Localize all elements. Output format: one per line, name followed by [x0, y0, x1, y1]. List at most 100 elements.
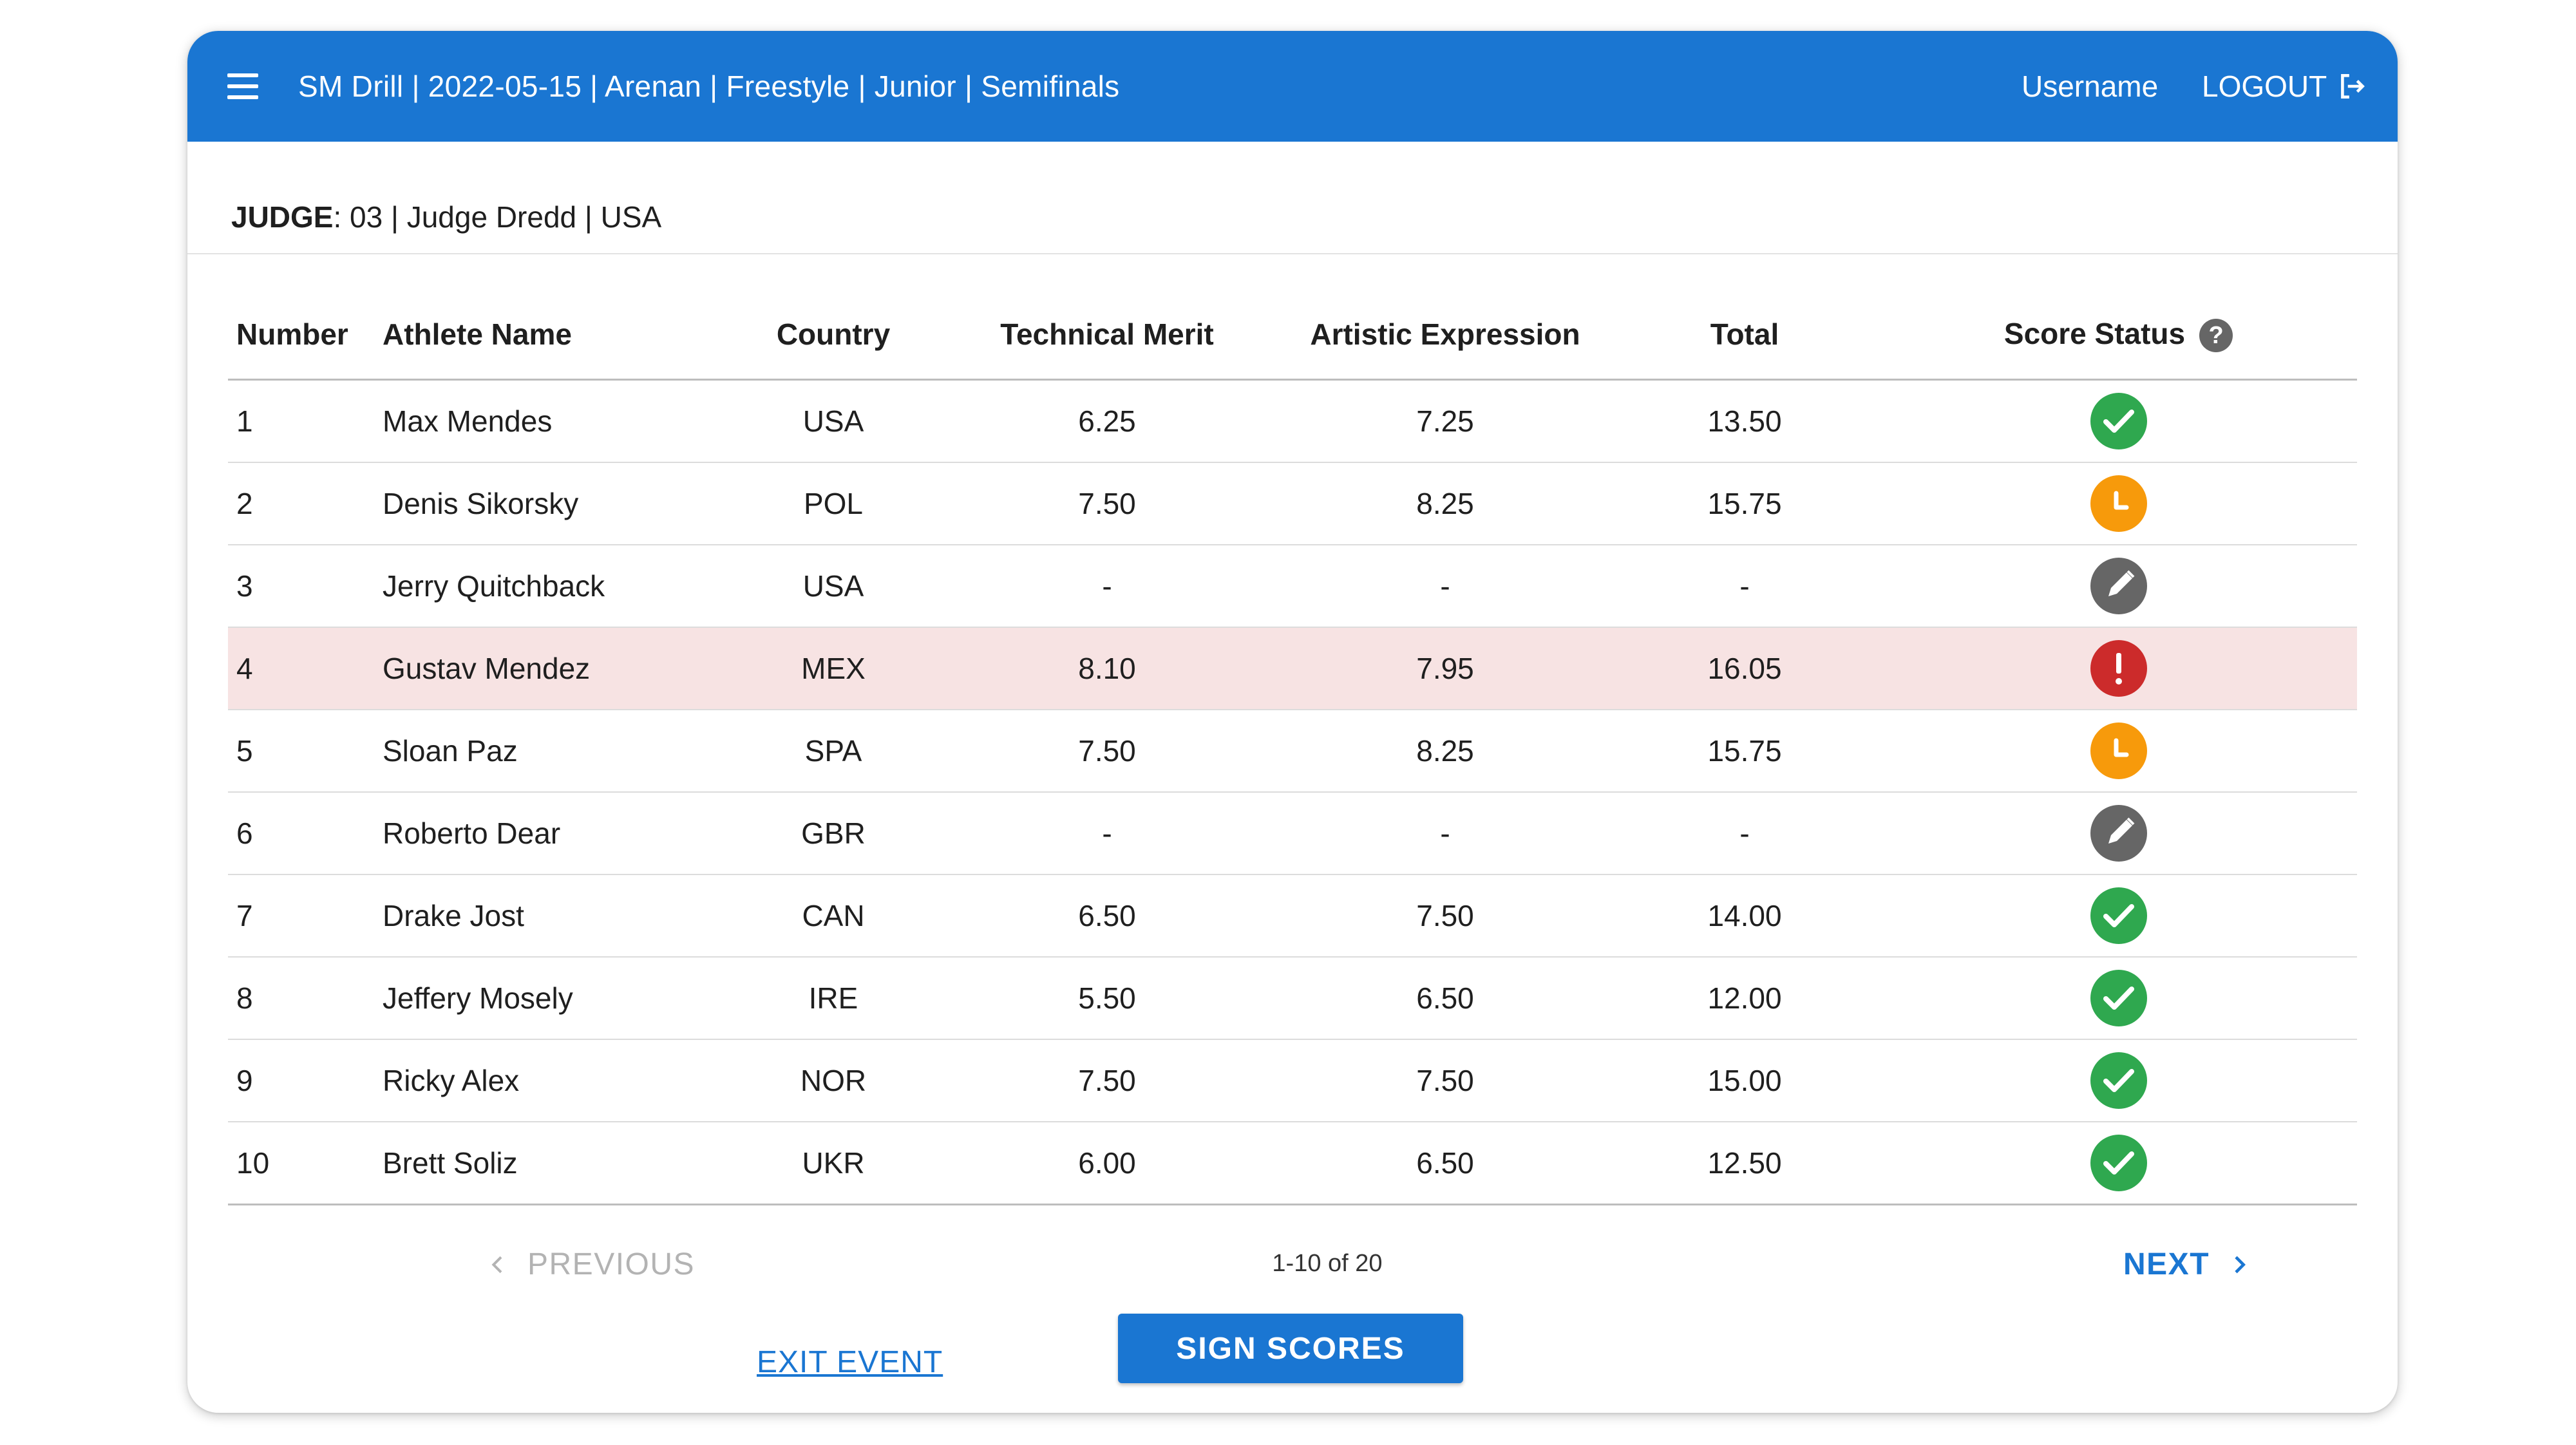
clock-icon[interactable] — [2090, 475, 2147, 532]
table-row[interactable]: 9 Ricky Alex NOR 7.50 7.50 15.00 — [228, 1039, 2357, 1122]
cell-number: 3 — [228, 545, 383, 628]
cell-country: GBR — [734, 792, 933, 875]
divider — [187, 253, 2398, 254]
table-row[interactable]: 2 Denis Sikorsky POL 7.50 8.25 15.75 — [228, 462, 2357, 545]
cell-artistic-expression: - — [1281, 545, 1609, 628]
header-artistic-expression: Artistic Expression — [1281, 290, 1609, 381]
pencil-icon[interactable] — [2090, 558, 2147, 614]
cell-technical-merit: 7.50 — [933, 1039, 1281, 1122]
help-icon[interactable]: ? — [2199, 319, 2233, 353]
logout-label: LOGOUT — [2202, 70, 2327, 103]
hamburger-menu-icon[interactable] — [225, 68, 261, 104]
cell-artistic-expression: - — [1281, 792, 1609, 875]
cell-total: 13.50 — [1609, 379, 1880, 463]
cell-athlete-name: Denis Sikorsky — [383, 462, 734, 545]
cell-country: USA — [734, 545, 933, 628]
cell-artistic-expression: 7.95 — [1281, 627, 1609, 710]
cell-score-status — [1880, 462, 2357, 545]
check-circle-icon[interactable] — [2090, 1135, 2147, 1191]
cell-score-status — [1880, 379, 2357, 463]
table-header-row: Number Athlete Name Country Technical Me… — [228, 290, 2357, 381]
clock-icon[interactable] — [2090, 722, 2147, 779]
table-row[interactable]: 8 Jeffery Mosely IRE 5.50 6.50 12.00 — [228, 957, 2357, 1040]
judge-label: JUDGE — [231, 200, 334, 234]
check-circle-icon[interactable] — [2090, 1052, 2147, 1109]
cell-score-status — [1880, 545, 2357, 628]
table-row[interactable]: 3 Jerry Quitchback USA - - - — [228, 545, 2357, 628]
cell-technical-merit: 6.50 — [933, 874, 1281, 958]
previous-page-button[interactable]: PREVIOUS — [485, 1247, 695, 1282]
cell-total: 15.75 — [1609, 710, 1880, 793]
cell-athlete-name: Roberto Dear — [383, 792, 734, 875]
cell-artistic-expression: 8.25 — [1281, 710, 1609, 793]
cell-country: UKR — [734, 1122, 933, 1205]
exit-event-link[interactable]: EXIT EVENT — [757, 1345, 943, 1379]
previous-label: PREVIOUS — [527, 1247, 696, 1281]
cell-country: NOR — [734, 1039, 933, 1122]
username-label[interactable]: Username — [2022, 70, 2159, 103]
judge-info: JUDGE: 03 | Judge Dredd | USA — [231, 200, 661, 234]
cell-score-status — [1880, 874, 2357, 958]
logout-button[interactable]: LOGOUT — [2202, 31, 2368, 142]
header-athlete-name: Athlete Name — [383, 290, 734, 381]
cell-number: 8 — [228, 957, 383, 1040]
cell-athlete-name: Brett Soliz — [383, 1122, 734, 1205]
cell-technical-merit: 7.50 — [933, 710, 1281, 793]
cell-athlete-name: Ricky Alex — [383, 1039, 734, 1122]
cell-score-status — [1880, 710, 2357, 793]
cell-total: 15.00 — [1609, 1039, 1880, 1122]
cell-artistic-expression: 7.50 — [1281, 874, 1609, 958]
table-row[interactable]: 6 Roberto Dear GBR - - - — [228, 792, 2357, 875]
cell-number: 7 — [228, 874, 383, 958]
cell-total: 12.50 — [1609, 1122, 1880, 1205]
app-bar: SM Drill | 2022-05-15 | Arenan | Freesty… — [187, 31, 2398, 142]
cell-country: USA — [734, 379, 933, 463]
cell-athlete-name: Drake Jost — [383, 874, 734, 958]
event-title: SM Drill | 2022-05-15 | Arenan | Freesty… — [298, 70, 1120, 103]
logout-icon — [2341, 74, 2365, 99]
cell-technical-merit: - — [933, 792, 1281, 875]
check-circle-icon[interactable] — [2090, 393, 2147, 449]
cell-athlete-name: Jerry Quitchback — [383, 545, 734, 628]
header-score-status: Score Status? — [1880, 290, 2357, 381]
table-row[interactable]: 4 Gustav Mendez MEX 8.10 7.95 16.05 — [228, 627, 2357, 710]
cell-technical-merit: 7.50 — [933, 462, 1281, 545]
cell-total: 15.75 — [1609, 462, 1880, 545]
cell-total: 12.00 — [1609, 957, 1880, 1040]
chevron-right-icon — [2235, 1256, 2246, 1273]
table-row[interactable]: 1 Max Mendes USA 6.25 7.25 13.50 — [228, 379, 2357, 463]
cell-score-status — [1880, 957, 2357, 1040]
next-page-button[interactable]: NEXT — [2123, 1247, 2252, 1282]
cell-score-status — [1880, 1122, 2357, 1205]
check-circle-icon[interactable] — [2090, 970, 2147, 1026]
sign-scores-button[interactable]: SIGN SCORES — [1118, 1314, 1463, 1383]
table-row[interactable]: 5 Sloan Paz SPA 7.50 8.25 15.75 — [228, 710, 2357, 793]
cell-country: POL — [734, 462, 933, 545]
cell-country: IRE — [734, 957, 933, 1040]
cell-score-status — [1880, 1039, 2357, 1122]
cell-technical-merit: 6.00 — [933, 1122, 1281, 1205]
header-total: Total — [1609, 290, 1880, 381]
table-row[interactable]: 7 Drake Jost CAN 6.50 7.50 14.00 — [228, 874, 2357, 958]
cell-technical-merit: - — [933, 545, 1281, 628]
cell-technical-merit: 6.25 — [933, 379, 1281, 463]
alert-icon[interactable] — [2090, 640, 2147, 697]
cell-total: 16.05 — [1609, 627, 1880, 710]
cell-number: 4 — [228, 627, 383, 710]
cell-technical-merit: 8.10 — [933, 627, 1281, 710]
pencil-icon[interactable] — [2090, 805, 2147, 862]
cell-country: CAN — [734, 874, 933, 958]
cell-country: SPA — [734, 710, 933, 793]
table-row[interactable]: 10 Brett Soliz UKR 6.00 6.50 12.50 — [228, 1122, 2357, 1205]
check-circle-icon[interactable] — [2090, 887, 2147, 944]
cell-number: 6 — [228, 792, 383, 875]
cell-artistic-expression: 7.25 — [1281, 379, 1609, 463]
cell-number: 9 — [228, 1039, 383, 1122]
cell-artistic-expression: 8.25 — [1281, 462, 1609, 545]
cell-number: 1 — [228, 379, 383, 463]
cell-total: 14.00 — [1609, 874, 1880, 958]
cell-athlete-name: Jeffery Mosely — [383, 957, 734, 1040]
cell-athlete-name: Sloan Paz — [383, 710, 734, 793]
next-label: NEXT — [2123, 1247, 2210, 1281]
cell-score-status — [1880, 627, 2357, 710]
